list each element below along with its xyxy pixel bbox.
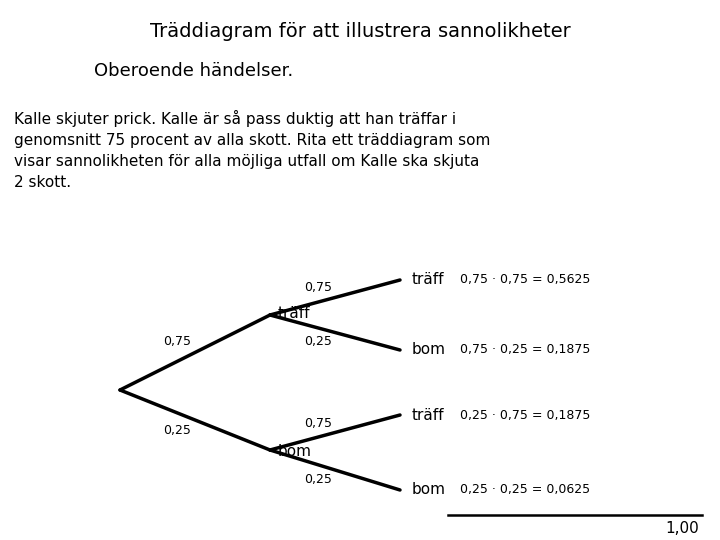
Text: 0,75: 0,75 (304, 416, 332, 429)
Text: bom: bom (412, 342, 446, 357)
Text: bom: bom (278, 444, 312, 460)
Text: 0,25 · 0,25 = 0,0625: 0,25 · 0,25 = 0,0625 (460, 483, 590, 496)
Text: 0,25: 0,25 (163, 424, 191, 437)
Text: träff: träff (412, 408, 444, 422)
Text: bom: bom (412, 483, 446, 497)
Text: Träddiagram för att illustrera sannolikheter: Träddiagram för att illustrera sannolikh… (150, 22, 570, 41)
Text: 0,25 · 0,75 = 0,1875: 0,25 · 0,75 = 0,1875 (460, 408, 590, 422)
Text: 0,75: 0,75 (163, 335, 191, 348)
Text: träff: träff (412, 273, 444, 287)
Text: 0,25: 0,25 (304, 335, 332, 348)
Text: 0,75: 0,75 (304, 281, 332, 294)
Text: träff: träff (278, 306, 310, 321)
Text: 0,25: 0,25 (304, 473, 332, 486)
Text: Oberoende händelser.: Oberoende händelser. (94, 62, 293, 80)
Text: Kalle skjuter prick. Kalle är så pass duktig att han träffar i
genomsnitt 75 pro: Kalle skjuter prick. Kalle är så pass du… (14, 110, 491, 190)
Text: 0,75 · 0,25 = 0,1875: 0,75 · 0,25 = 0,1875 (460, 343, 590, 356)
Text: 1,00: 1,00 (665, 521, 699, 536)
Text: 0,75 · 0,75 = 0,5625: 0,75 · 0,75 = 0,5625 (460, 273, 590, 287)
